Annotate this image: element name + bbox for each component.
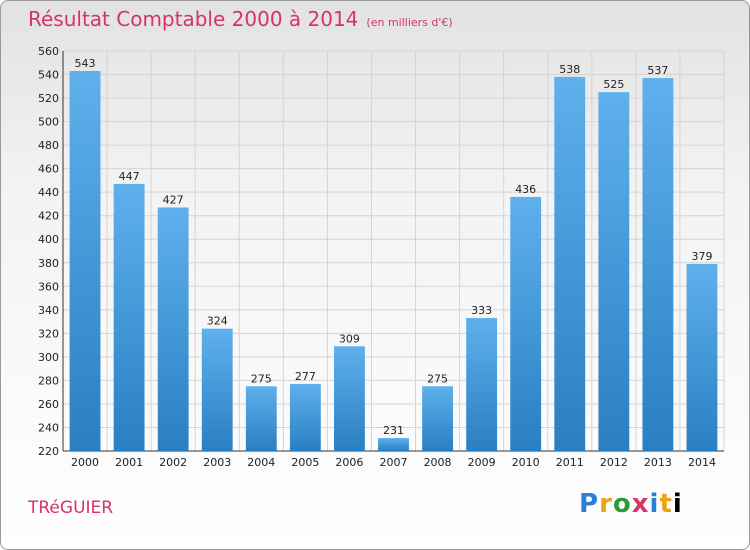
data-label-2008: 275 [427,372,448,385]
bar-2010 [510,196,542,451]
y-tick-label: 380 [38,257,59,270]
bar-2008 [422,386,453,451]
y-tick-label: 420 [38,210,59,223]
bar-2004 [245,386,277,451]
bar-2011 [554,76,586,451]
data-label-2006: 309 [339,332,360,345]
city-name: TRéGUIER [28,498,114,518]
data-labels: 543 447 427 324 275 277 309 231 275 333 436 538 525 5… [75,57,713,437]
data-label-2009: 333 [471,304,492,317]
y-tick-label: 540 [38,69,59,82]
data-label-2007: 231 [383,424,404,437]
bar-2000 [69,71,101,451]
bar-2007 [378,438,409,451]
data-label-2010: 436 [515,183,536,196]
data-label-2013: 537 [647,64,668,77]
bar-2005 [289,383,321,451]
chart-title-text: Résultat Comptable 2000 à 2014 [28,7,359,31]
x-tick-label-2009: 2009 [468,456,496,469]
data-label-2005: 277 [295,370,316,383]
y-tick-label: 520 [38,92,59,105]
bar-2014 [686,263,718,451]
data-label-2002: 427 [163,193,184,206]
y-tick-label: 240 [38,421,59,434]
data-label-2001: 447 [119,170,140,183]
y-tick-label: 560 [38,45,59,58]
x-tick-label-2004: 2004 [247,456,275,469]
bar-2013 [642,78,674,451]
x-tick-label-2011: 2011 [556,456,584,469]
x-tick-label-2008: 2008 [424,456,452,469]
x-tick-label-2010: 2010 [512,456,540,469]
y-tick-label: 340 [38,304,59,317]
data-label-2000: 543 [75,57,96,70]
y-tick-label: 400 [38,233,59,246]
x-tick-label-2007: 2007 [380,456,408,469]
y-tick-label: 480 [38,139,59,152]
y-tick-label: 440 [38,186,59,199]
bar-2009 [466,318,498,451]
data-label-2012: 525 [603,78,624,91]
y-tick-label: 460 [38,163,59,176]
chart-subtitle: (en milliers d'€) [366,16,453,29]
bar-2012 [598,92,630,452]
bar-2002 [157,207,189,451]
y-tick-label: 360 [38,280,59,293]
x-tick-label-2006: 2006 [335,456,363,469]
y-tick-label: 260 [38,398,59,411]
y-tick-label: 500 [38,116,59,129]
y-tick-label: 220 [38,445,59,458]
x-tick-label-2001: 2001 [115,456,143,469]
proxiti-logo: Proxiti [579,489,683,519]
x-tick-label-2002: 2002 [159,456,187,469]
x-tick-label-2013: 2013 [644,456,672,469]
x-tick-label-2012: 2012 [600,456,628,469]
y-tick-label: 320 [38,327,59,340]
bar-2006 [334,346,365,451]
bar-2003 [201,328,233,451]
y-tick-label: 300 [38,351,59,364]
bars [69,71,718,452]
data-label-2011: 538 [559,63,580,76]
x-tick-label-2000: 2000 [71,456,99,469]
chart-title: Résultat Comptable 2000 à 2014 (en millie… [28,7,453,31]
x-tick-label-2014: 2014 [688,456,716,469]
x-tick-label-2003: 2003 [203,456,231,469]
y-tick-label: 280 [38,374,59,387]
data-label-2014: 379 [691,250,712,263]
x-tick-label-2005: 2005 [291,456,319,469]
bar-2001 [113,183,145,452]
data-label-2003: 324 [207,315,228,328]
data-label-2004: 275 [251,372,272,385]
